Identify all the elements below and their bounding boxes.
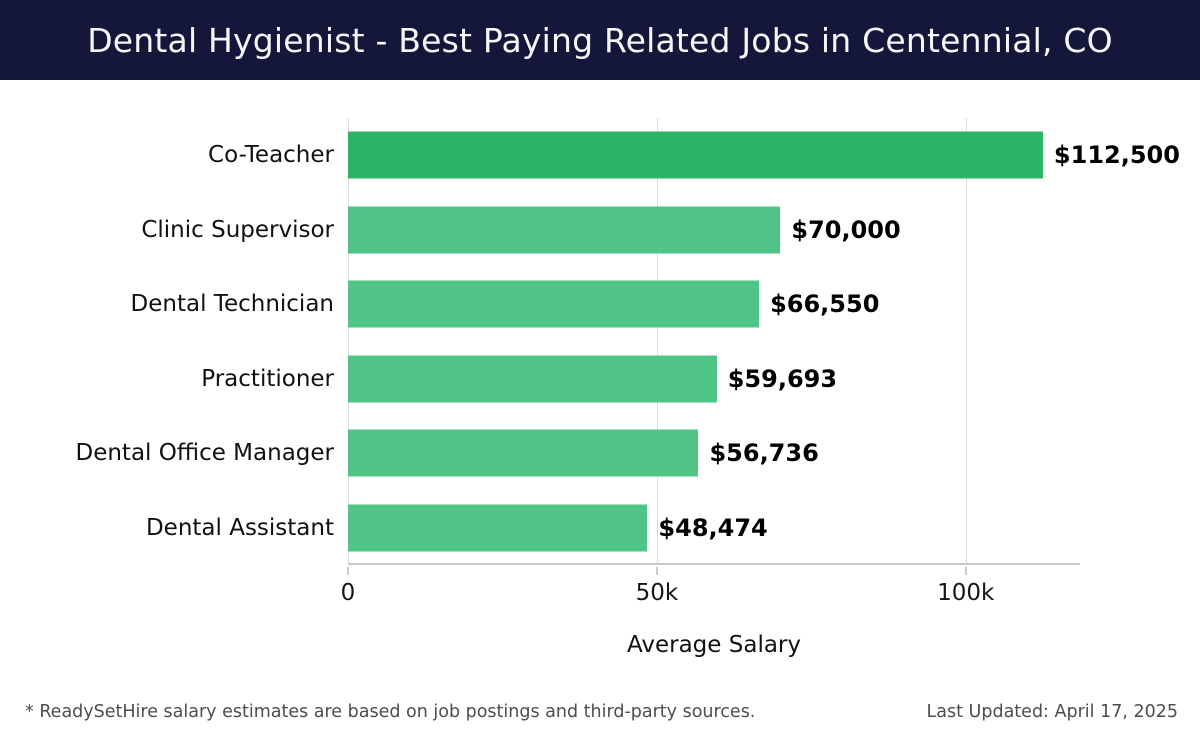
bar <box>348 429 699 477</box>
bar <box>348 504 648 552</box>
bar-row: Practitioner $59,693 <box>201 342 1080 417</box>
gridline-0 <box>348 118 349 563</box>
x-tick-label-50k: 50k <box>635 580 679 606</box>
category-label: Co-Teacher <box>208 142 334 169</box>
x-tick-label-0: 0 <box>340 580 356 606</box>
value-label: $66,550 <box>770 290 880 319</box>
bar-row: Co-Teacher $112,500 <box>208 118 1180 193</box>
x-tick-mark-0 <box>347 567 349 575</box>
x-axis-label: Average Salary <box>626 632 801 658</box>
header-bar: Dental Hygienist - Best Paying Related J… <box>0 0 1200 80</box>
gridline-50k <box>656 118 658 563</box>
bar <box>348 280 760 328</box>
category-label: Dental Technician <box>130 291 334 318</box>
value-label: $48,474 <box>658 513 768 542</box>
bar <box>348 206 781 254</box>
bar-chart-plot-area: Co-Teacher $112,500 Clinic Supervisor $70,0… <box>75 118 1180 566</box>
x-tick-label-100k: 100k <box>937 580 995 606</box>
gridline-100k <box>965 118 967 563</box>
value-label: $59,693 <box>727 364 838 393</box>
last-updated-text: Last Updated: April 17, 2025 <box>926 702 1178 722</box>
chart-title: Dental Hygienist - Best Paying Related J… <box>87 20 1113 60</box>
value-label: $56,736 <box>709 439 819 468</box>
bar <box>348 355 717 403</box>
category-label: Dental Office Manager <box>75 440 334 467</box>
x-tick-mark-50k <box>655 567 658 575</box>
bar-row: Clinic Supervisor $70,000 <box>141 193 1080 268</box>
source-note: * ReadySetHire salary estimates are base… <box>25 702 756 722</box>
bar-row: Dental Office Manager $56,736 <box>75 416 1080 491</box>
bar-row: Dental Assistant $48,474 <box>146 491 1080 566</box>
value-label: $70,000 <box>791 215 901 244</box>
bar <box>348 131 1043 179</box>
category-label: Clinic Supervisor <box>141 216 334 243</box>
x-axis: 0 50k 100k <box>341 567 1080 612</box>
bar-row: Dental Technician $66,550 <box>131 267 1080 342</box>
category-label: Practitioner <box>201 365 334 392</box>
x-tick-mark-100k <box>964 567 967 575</box>
value-label: $112,500 <box>1053 141 1180 170</box>
category-label: Dental Assistant <box>145 514 334 541</box>
